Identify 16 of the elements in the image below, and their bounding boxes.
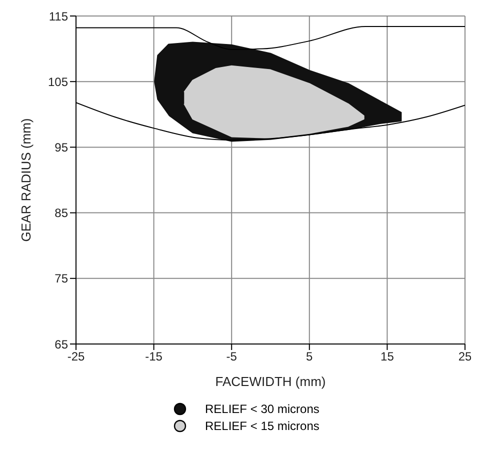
y-tick-label: 65 <box>54 337 68 352</box>
y-tick-label: 95 <box>54 140 68 154</box>
x-axis-title: FACEWIDTH (mm) <box>215 374 326 389</box>
x-tick-label: 15 <box>380 350 394 364</box>
y-tick-label: 115 <box>48 9 68 24</box>
y-tick-label: 75 <box>54 272 68 286</box>
x-tick-label: 5 <box>306 350 314 364</box>
y-axis-title: GEAR RADIUS (mm) <box>18 118 34 242</box>
x-tick-label: -15 <box>145 350 163 364</box>
x-tick-label: -25 <box>67 350 85 364</box>
legend-label: RELIEF < 15 microns <box>205 419 320 433</box>
y-tick-label: 85 <box>54 206 68 220</box>
x-tick-label: 25 <box>458 350 472 364</box>
x-tick-label: -5 <box>226 350 238 364</box>
y-tick-label: 105 <box>48 74 68 89</box>
legend-label: RELIEF < 30 microns <box>205 402 320 416</box>
